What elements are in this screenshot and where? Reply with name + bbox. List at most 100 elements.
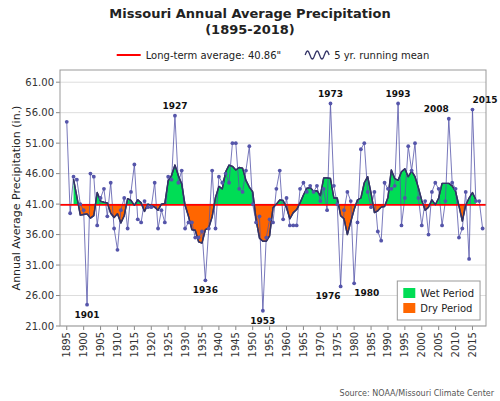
- series-point: [234, 141, 238, 145]
- x-tick-label: 1970: [315, 332, 326, 357]
- x-tick: [83, 326, 84, 330]
- series-point: [95, 224, 99, 228]
- source-note: Source: NOAA/Missouri Climate Center: [340, 389, 495, 398]
- series-point: [278, 169, 282, 173]
- y-tick-label: 31.00: [25, 260, 54, 271]
- y-tick-label: 26.00: [25, 290, 54, 301]
- series-point: [356, 220, 360, 224]
- x-tick-label: 2015: [467, 332, 478, 357]
- x-tick-label: 1950: [247, 332, 258, 357]
- chart: Missouri Annual Average Precipitation(18…: [0, 0, 500, 401]
- series-point: [430, 190, 434, 194]
- series-point: [214, 227, 218, 231]
- series-point: [129, 190, 133, 194]
- series-point: [268, 217, 272, 221]
- series-point: [406, 144, 410, 148]
- series-point: [437, 187, 441, 191]
- series-point: [105, 214, 109, 218]
- series-point: [454, 187, 458, 191]
- x-tick: [235, 326, 236, 330]
- series-point: [143, 199, 147, 203]
- x-tick-label: 1925: [163, 332, 174, 357]
- y-tick: [56, 82, 60, 83]
- legend-label: Long-term average: 40.86": [146, 50, 281, 61]
- series-point: [376, 230, 380, 234]
- series-point: [322, 187, 326, 191]
- series-point: [146, 205, 150, 209]
- series-point: [369, 205, 373, 209]
- y-tick: [56, 173, 60, 174]
- x-tick: [337, 326, 338, 330]
- x-tick: [252, 326, 253, 330]
- x-tick: [100, 326, 101, 330]
- x-tick: [117, 326, 118, 330]
- x-tick: [387, 326, 388, 330]
- legend-swatch: [305, 51, 329, 59]
- series-point: [187, 220, 191, 224]
- series-point: [315, 184, 319, 188]
- series-point: [78, 202, 82, 206]
- grid-line: [60, 82, 486, 83]
- series-point: [180, 169, 184, 173]
- annotation: 2015: [472, 95, 497, 105]
- x-tick: [151, 326, 152, 330]
- series-point: [119, 208, 123, 212]
- y-tick-label: 41.00: [25, 199, 54, 210]
- series-point: [474, 199, 478, 203]
- series-point: [156, 227, 160, 231]
- series-point: [160, 208, 164, 212]
- series-point: [173, 114, 177, 118]
- series-point: [403, 196, 407, 200]
- series-point: [281, 217, 285, 221]
- fill-group: [74, 205, 476, 243]
- y-tick-label: 36.00: [25, 229, 54, 240]
- series-point: [264, 236, 268, 240]
- series-point: [217, 175, 221, 179]
- x-tick-label: 1965: [298, 332, 309, 357]
- grid-line: [60, 234, 486, 235]
- series-point: [389, 187, 393, 191]
- series-point: [237, 187, 241, 191]
- x-tick: [472, 326, 473, 330]
- series-point: [251, 202, 255, 206]
- x-tick-label: 1905: [95, 332, 106, 357]
- annotation: 1953: [250, 316, 275, 326]
- series-point: [460, 227, 464, 231]
- x-tick-label: 1900: [78, 332, 89, 357]
- series-point: [136, 217, 140, 221]
- annotation: 1980: [354, 288, 379, 298]
- y-tick-label: 51.00: [25, 138, 54, 149]
- series-point: [227, 181, 231, 185]
- x-tick: [320, 326, 321, 330]
- series-point: [190, 220, 194, 224]
- running-mean-line: [74, 165, 476, 243]
- legend-swatch: [117, 54, 141, 56]
- series-point: [295, 224, 299, 228]
- x-tick-label: 1945: [230, 332, 241, 357]
- series-point: [349, 199, 353, 203]
- series-point: [396, 102, 400, 106]
- series-point: [82, 208, 86, 212]
- x-tick: [303, 326, 304, 330]
- series-point: [423, 199, 427, 203]
- x-tick-label: 1990: [382, 332, 393, 357]
- series-point: [241, 190, 245, 194]
- series-point: [122, 196, 126, 200]
- y-axis-label: Annual Average Precipitation (in.): [10, 106, 23, 291]
- annotation: 1993: [386, 89, 411, 99]
- series-point: [75, 178, 79, 182]
- legend-box: [397, 281, 480, 320]
- grid-line: [60, 173, 486, 174]
- series-point: [413, 141, 417, 145]
- series-point: [271, 220, 275, 224]
- series-point: [332, 184, 336, 188]
- x-tick-label: 1910: [112, 332, 123, 357]
- series-point: [153, 181, 157, 185]
- legend-swatch: [403, 303, 415, 313]
- series-point: [197, 236, 201, 240]
- grid-line: [60, 143, 486, 144]
- x-tick-label: 1975: [332, 332, 343, 357]
- series-point: [149, 205, 153, 209]
- series-point: [393, 184, 397, 188]
- x-tick-label: 2010: [450, 332, 461, 357]
